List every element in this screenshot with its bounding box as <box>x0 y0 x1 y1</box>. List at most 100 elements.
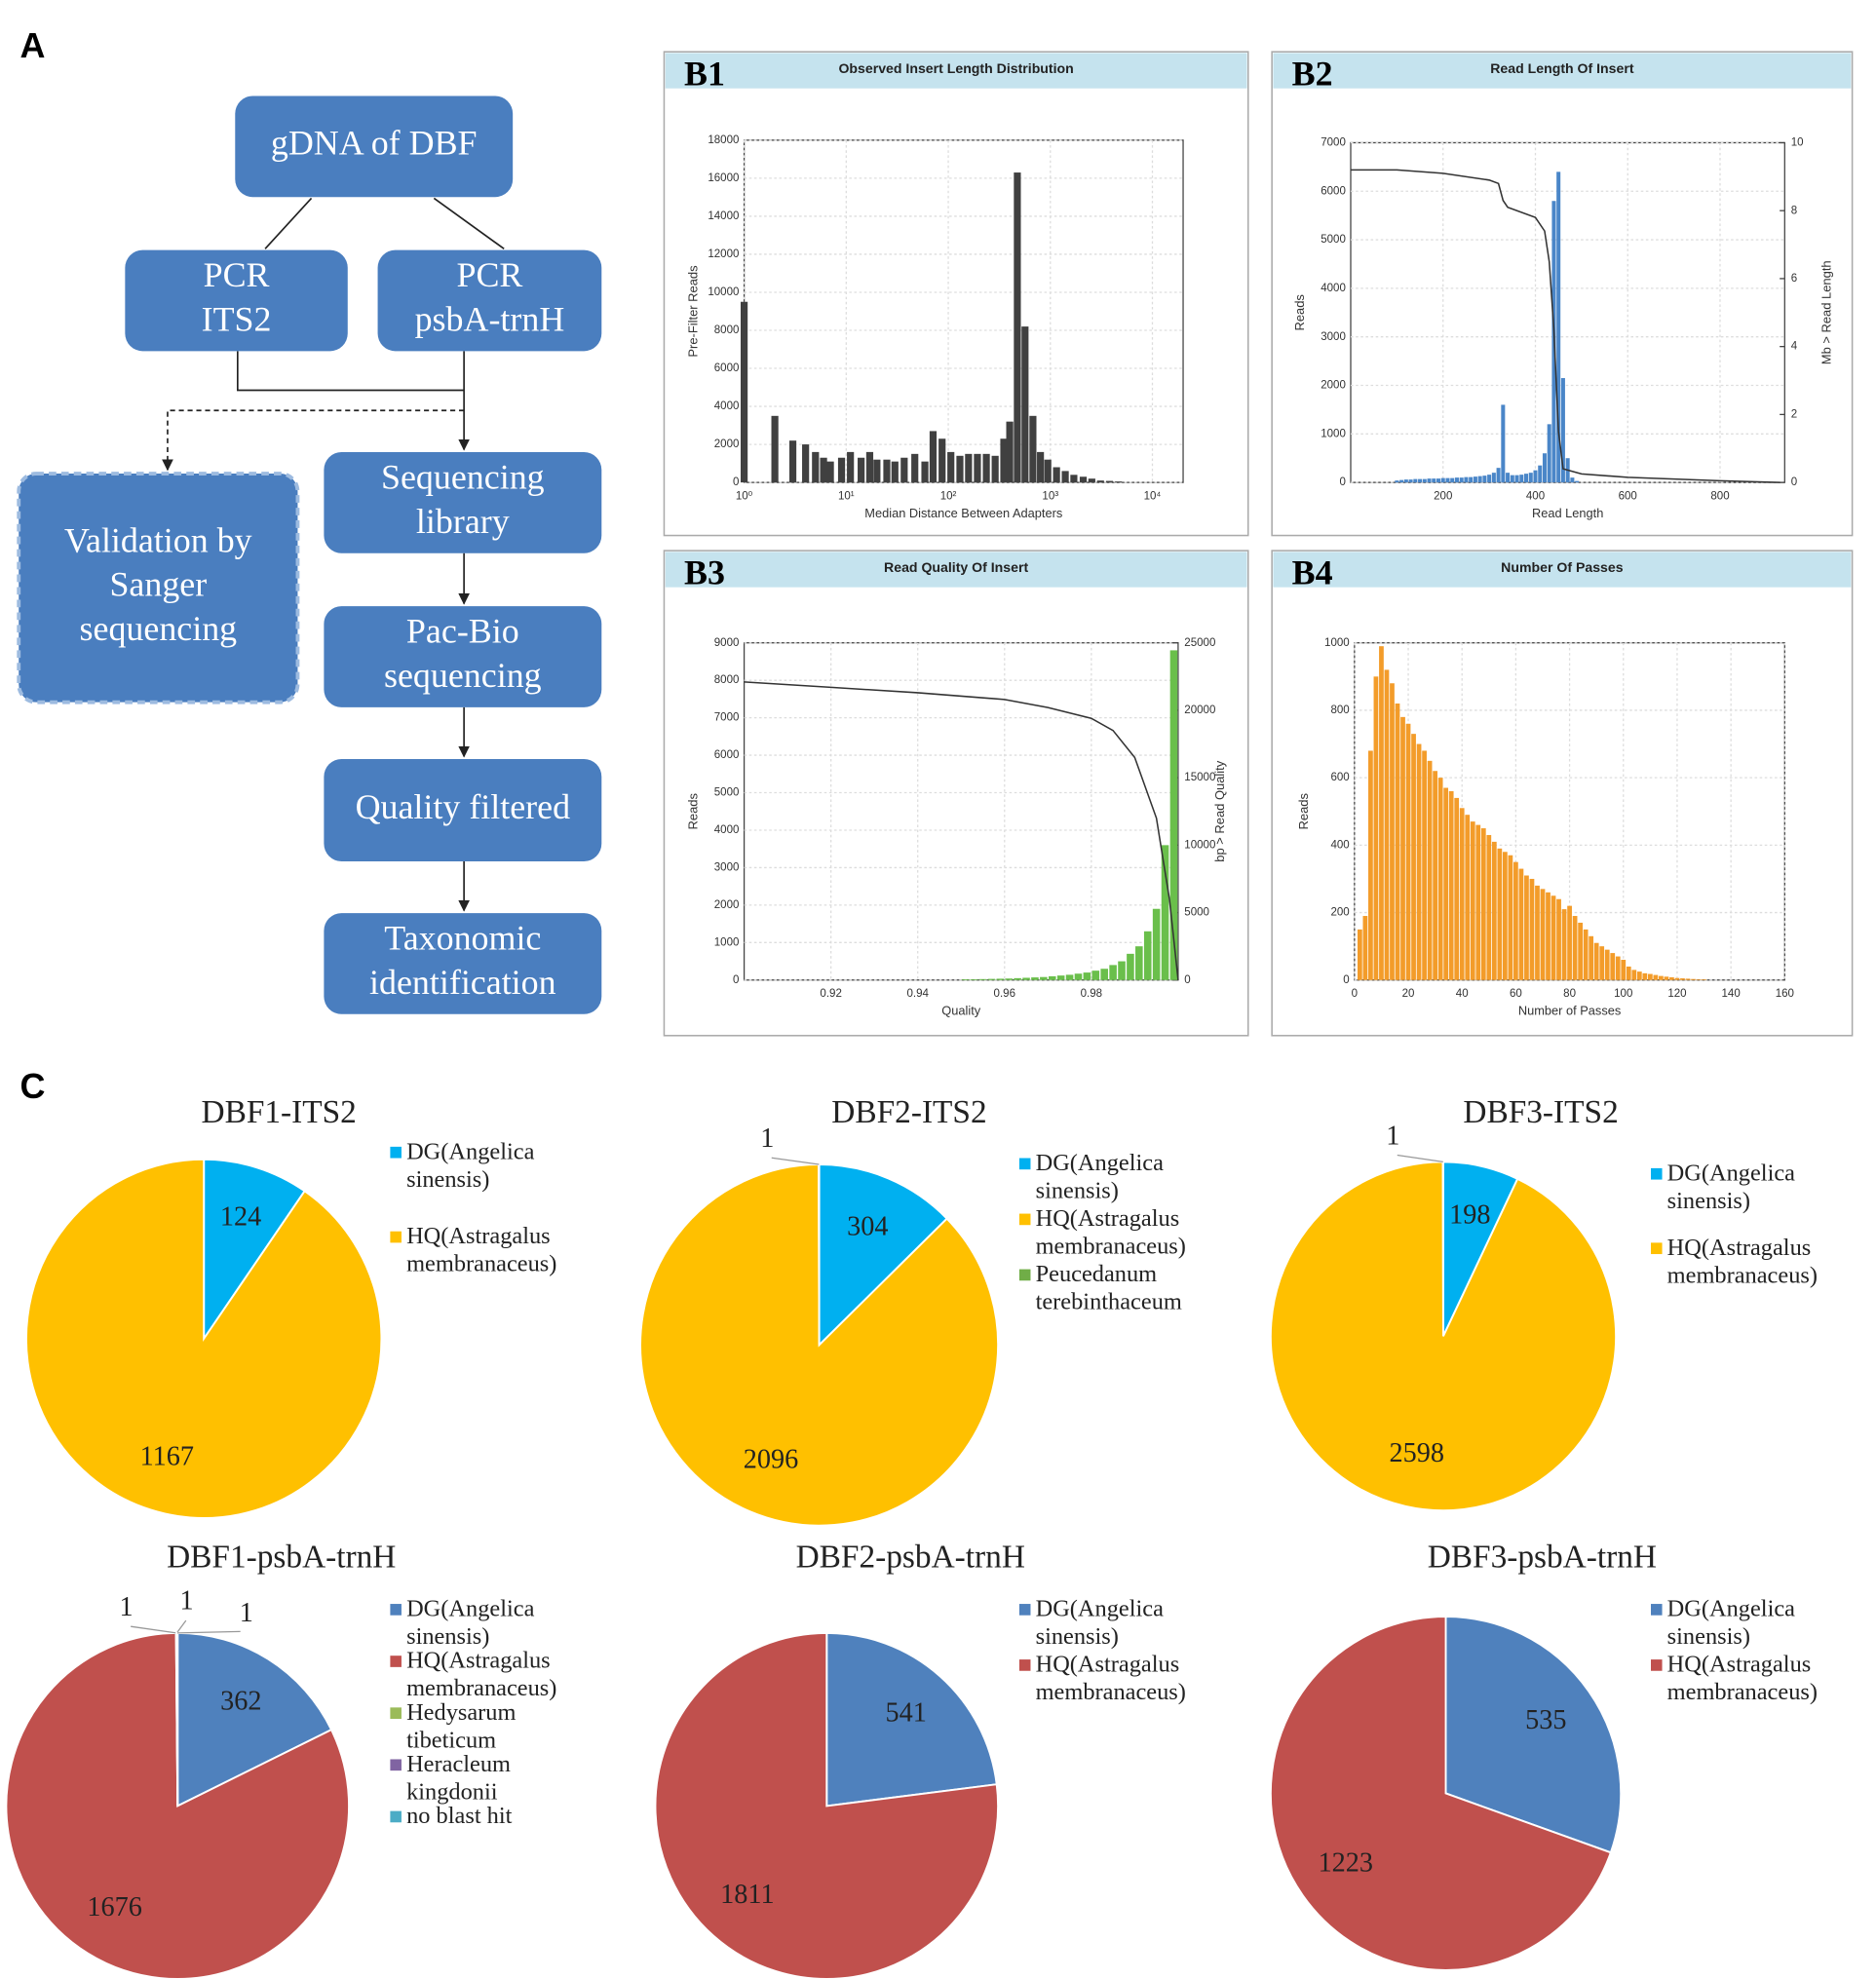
bar <box>1570 477 1575 483</box>
x-tick-label: 10³ <box>1042 489 1058 502</box>
histogram-bar <box>1502 852 1508 980</box>
bar <box>865 451 874 483</box>
flow-node <box>324 913 602 1014</box>
data-label: 541 <box>886 1698 927 1729</box>
bar <box>1143 931 1152 980</box>
bar <box>1031 977 1039 980</box>
pie-slice <box>818 1163 949 1348</box>
y-tick-label: 5000 <box>1321 233 1346 246</box>
bar <box>740 301 748 483</box>
y-tick-label: 0 <box>1343 973 1349 986</box>
histogram-bar <box>1615 956 1621 980</box>
bar <box>1169 650 1178 980</box>
y2-tick-label: 0 <box>1791 476 1797 488</box>
pie-title: DBF2-ITS2 <box>831 1094 986 1130</box>
bar <box>812 451 820 483</box>
y-axis-label: Reads <box>1296 793 1311 829</box>
bar <box>1100 969 1108 980</box>
histogram-bar <box>1357 929 1362 980</box>
histogram-bar <box>1647 973 1653 980</box>
y-tick-label: 200 <box>1330 906 1349 919</box>
legend-swatch <box>390 1759 402 1771</box>
leader-line <box>771 1157 820 1165</box>
x-tick-label: 0 <box>1352 987 1358 1000</box>
bar <box>1501 404 1506 483</box>
bar <box>1044 459 1052 483</box>
legend-entry: Peucedanum terebinthaceum <box>1036 1261 1182 1315</box>
x-tick-label: 80 <box>1563 987 1576 1000</box>
legend-swatch <box>390 1146 402 1159</box>
bar <box>1096 480 1104 483</box>
y-tick-label: 1000 <box>714 935 740 948</box>
histogram-bar <box>1546 892 1551 980</box>
bar <box>771 415 779 483</box>
y-tick-label: 4000 <box>1321 282 1346 294</box>
legend-swatch <box>390 1810 402 1823</box>
y-tick-label: 0 <box>733 476 739 488</box>
flow-node <box>17 472 300 704</box>
bar <box>965 453 973 483</box>
y-tick-label: 6000 <box>714 362 740 374</box>
x-tick-label: 0.96 <box>994 987 1015 1000</box>
bar <box>1542 453 1547 483</box>
bar <box>1021 326 1029 483</box>
bar <box>1006 421 1014 483</box>
data-label: 1167 <box>140 1441 194 1471</box>
bar <box>1053 467 1060 483</box>
histogram-bar <box>1572 916 1578 980</box>
histogram-bar <box>1459 808 1465 980</box>
panel-label: C <box>20 1066 46 1106</box>
flow-node-text: library <box>416 502 510 541</box>
data-label: 1223 <box>1319 1847 1373 1878</box>
pie-title: DBF3-ITS2 <box>1463 1094 1618 1130</box>
connector <box>236 351 465 392</box>
bar <box>1395 480 1399 483</box>
histogram-bar <box>1578 922 1583 980</box>
x-axis-label: Read Length <box>1532 506 1603 520</box>
y-axis-label: Pre-Filter Reads <box>686 265 701 357</box>
pie-slice <box>1269 1616 1613 1971</box>
bar <box>1459 477 1464 483</box>
histogram-bar <box>1702 979 1706 980</box>
histogram-bar <box>1593 942 1599 980</box>
legend-entry: HQ(Astragalus membranaceus) <box>1667 1651 1818 1705</box>
leader-line <box>1397 1154 1443 1163</box>
y-axis-label: Reads <box>686 793 701 829</box>
x-tick-label: 0.94 <box>906 987 929 1000</box>
bar <box>788 440 797 483</box>
y-tick-label: 1000 <box>1321 427 1346 439</box>
flow-node <box>235 95 514 198</box>
y-tick-label: 12000 <box>708 247 739 260</box>
histogram-bar <box>1631 970 1637 980</box>
y-tick-label: 9000 <box>714 636 740 649</box>
histogram-bar <box>1508 855 1513 980</box>
chart-title: Observed Insert Length Distribution <box>838 61 1073 77</box>
connector <box>264 197 313 249</box>
bar <box>1422 478 1427 483</box>
panel-header <box>665 53 1247 89</box>
leader-line <box>175 1619 187 1634</box>
y2-tick-label: 5000 <box>1184 906 1209 919</box>
data-label: 1676 <box>87 1892 141 1922</box>
y-tick-label: 18000 <box>708 133 739 146</box>
flow-node-text: Quality filtered <box>356 787 570 826</box>
y-tick-label: 0 <box>1339 476 1345 488</box>
bar <box>1091 970 1100 980</box>
bar <box>1427 478 1432 483</box>
legend-swatch <box>1018 1659 1031 1671</box>
y-tick-label: 800 <box>1330 704 1349 716</box>
legend-swatch <box>1018 1269 1031 1281</box>
histogram-bar <box>1561 909 1567 980</box>
panel-label: B1 <box>684 54 725 93</box>
flow-node-text: Taxonomic <box>384 918 541 957</box>
pie-title: DBF1-psbA-trnH <box>167 1539 396 1575</box>
leader-line <box>176 1630 241 1634</box>
flow-node-text: ITS2 <box>202 299 272 338</box>
flow-node-text: Sequencing <box>381 457 545 496</box>
bar <box>1528 473 1533 483</box>
x-tick-label: 100 <box>1614 987 1632 1000</box>
pie-slice <box>1444 1616 1623 1854</box>
y2-tick-label: 4 <box>1791 340 1798 353</box>
y-tick-label: 7000 <box>1321 135 1346 148</box>
